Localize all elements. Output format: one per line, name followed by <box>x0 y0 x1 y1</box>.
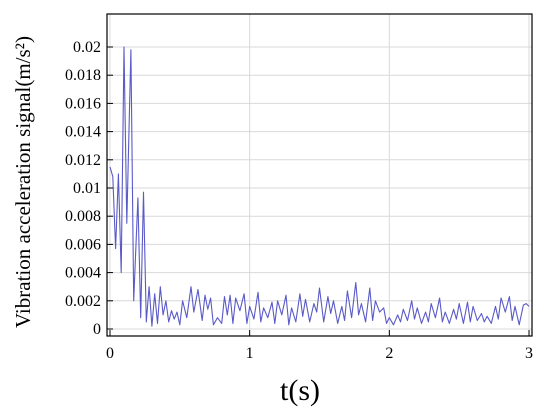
tick-labels: 0 0.002 0.004 0.006 0.008 0.01 0.012 0.014 0.016… <box>65 39 533 362</box>
y-tick-label: 0.008 <box>65 208 101 225</box>
y-axis-title: Vibration acceleration signal(m/s²) <box>11 36 35 328</box>
y-tick-label: 0.012 <box>65 152 101 169</box>
series-layer <box>109 46 530 327</box>
y-tick-label: 0.014 <box>65 124 101 141</box>
y-tick-label: 0 <box>93 321 101 338</box>
axis-ticks <box>107 46 530 336</box>
series-line <box>109 46 530 327</box>
x-tick-label: 3 <box>525 345 533 362</box>
x-tick-label: 1 <box>246 345 254 362</box>
plot-frame <box>106 13 533 337</box>
x-axis-title: t(s) <box>280 374 320 407</box>
y-tick-label: 0.004 <box>65 265 101 282</box>
y-tick-label: 0.016 <box>65 95 101 112</box>
y-tick-label: 0.018 <box>65 67 101 84</box>
x-tick-label: 2 <box>385 345 393 362</box>
y-tick-label: 0.002 <box>65 293 101 310</box>
grid-lines <box>107 14 532 336</box>
y-tick-label: 0.006 <box>65 236 101 253</box>
y-tick-label: 0.01 <box>73 180 101 197</box>
y-tick-label: 0.02 <box>73 39 101 56</box>
x-tick-label: 0 <box>106 345 114 362</box>
